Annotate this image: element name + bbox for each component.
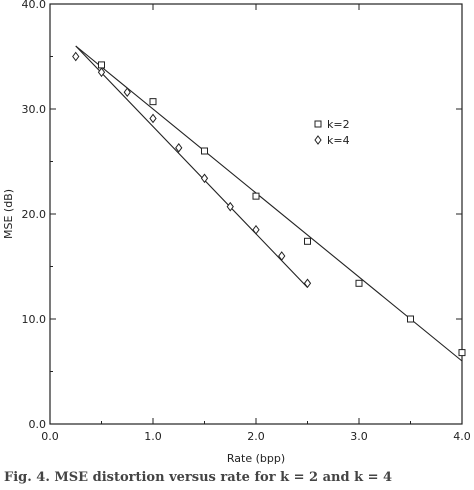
square-point — [304, 237, 311, 245]
square-point — [252, 192, 260, 200]
legend-label-k=2: k=2 — [327, 118, 350, 131]
square-point — [407, 315, 414, 323]
y-tick-label: 0.0 — [29, 418, 47, 431]
legend-marker-k=2 — [314, 120, 322, 128]
fit-lines — [75, 45, 463, 362]
axes: 0.0 1.0 2.0 3.0 4.0 0.0 10.0 20.0 30.0 40.0 Rate (… — [2, 0, 471, 465]
x-tick-label: 1.0 — [144, 430, 162, 443]
y-axis-title: MSE (dB) — [2, 189, 15, 239]
legend-label-k=4: k=4 — [327, 134, 350, 147]
plot-frame — [49, 3, 463, 425]
diamond-point — [200, 173, 209, 184]
square-point — [355, 279, 363, 287]
x-tick-label: 2.0 — [247, 430, 265, 443]
square-point — [458, 349, 466, 357]
y-tick-label: 10.0 — [22, 313, 47, 326]
diamond-point — [303, 278, 312, 289]
square-point — [149, 98, 157, 106]
diamond-point — [175, 143, 183, 153]
diamond-point — [149, 113, 157, 124]
fit-line-k=2 — [75, 45, 463, 362]
diamond-point — [97, 67, 106, 78]
legend: k=2k=4 — [314, 118, 350, 147]
diamond-point — [226, 201, 234, 212]
y-tick-label: 40.0 — [22, 0, 47, 11]
legend-marker-k=4 — [314, 135, 322, 145]
diamond-point — [278, 251, 286, 261]
diamond-point — [123, 87, 131, 98]
diamond-point — [252, 224, 260, 235]
square-point — [201, 147, 208, 155]
data-markers — [72, 51, 466, 357]
x-tick-label: 3.0 — [350, 430, 368, 443]
y-tick-label: 30.0 — [22, 103, 47, 116]
figure-caption: Fig. 4. MSE distortion versus rate for k… — [4, 470, 393, 485]
diamond-point — [72, 51, 80, 62]
chart: 0.0 1.0 2.0 3.0 4.0 0.0 10.0 20.0 30.0 40.0 Rate (… — [2, 0, 471, 465]
square-point — [98, 61, 105, 69]
x-axis-title: Rate (bpp) — [227, 452, 285, 465]
x-tick-label: 4.0 — [453, 430, 471, 443]
y-tick-label: 20.0 — [22, 208, 47, 221]
x-tick-label: 0.0 — [41, 430, 59, 443]
fit-line-k=4 — [75, 45, 308, 288]
